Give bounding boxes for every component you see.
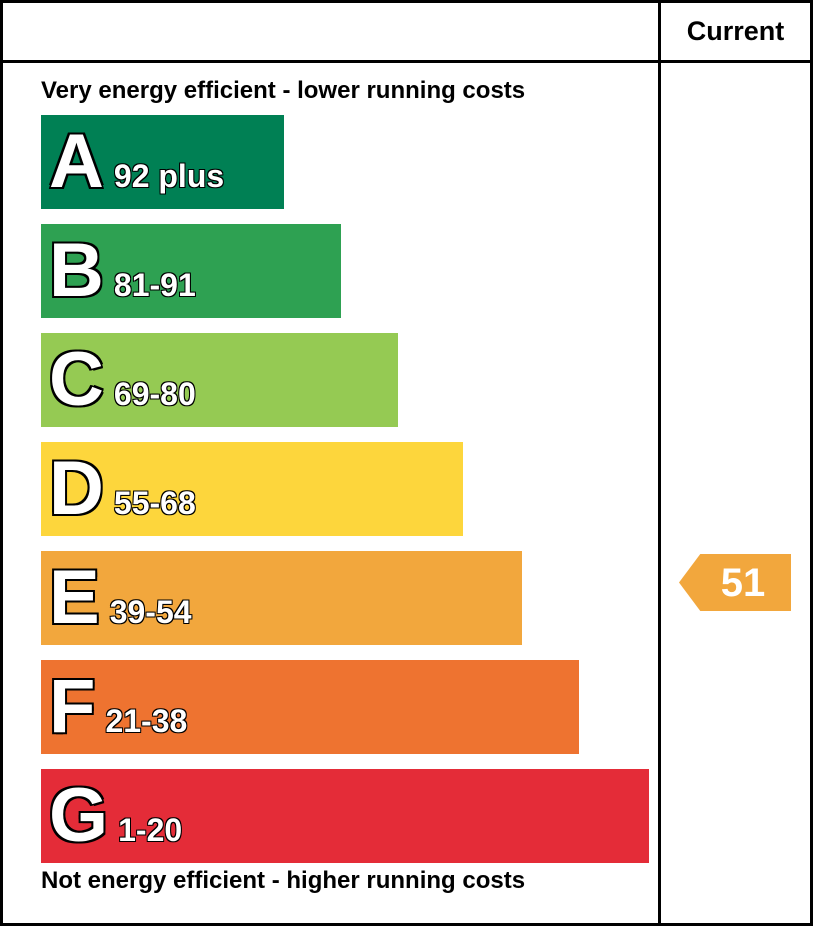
top-efficiency-label: Very energy efficient - lower running co… — [41, 77, 526, 104]
band-c-letter: C — [48, 337, 106, 422]
band-f: F 21-38 — [41, 660, 579, 754]
band-b-letter: B — [48, 228, 106, 313]
band-d-range: 55-68 — [113, 484, 196, 522]
rating-bands: A 92 plus B 81-91 C 69-80 D 55-68 E 39-5… — [41, 115, 658, 878]
band-g: G 1-20 — [41, 769, 649, 863]
band-c-range: 69-80 — [113, 375, 196, 413]
band-b: B 81-91 — [41, 224, 341, 318]
header-divider — [3, 60, 810, 63]
band-d: D 55-68 — [41, 442, 463, 536]
current-rating-arrow: 51 — [679, 554, 791, 611]
current-column-header: Current — [686, 16, 785, 46]
band-b-range: 81-91 — [113, 266, 196, 304]
band-e-range: 39-54 — [109, 593, 192, 631]
band-a-letter: A — [48, 119, 106, 204]
column-divider — [658, 3, 661, 923]
current-rating-value: 51 — [720, 560, 766, 605]
band-a-range: 92 plus — [113, 157, 225, 195]
band-a: A 92 plus — [41, 115, 284, 209]
band-e: E 39-54 — [41, 551, 522, 645]
band-f-letter: F — [47, 664, 96, 749]
band-g-range: 1-20 — [117, 811, 183, 849]
band-f-range: 21-38 — [105, 702, 188, 740]
bottom-efficiency-label: Not energy efficient - higher running co… — [41, 867, 526, 894]
band-c: C 69-80 — [41, 333, 398, 427]
band-e-letter: E — [48, 555, 102, 640]
band-d-letter: D — [48, 446, 106, 531]
band-g-letter: G — [47, 773, 109, 858]
